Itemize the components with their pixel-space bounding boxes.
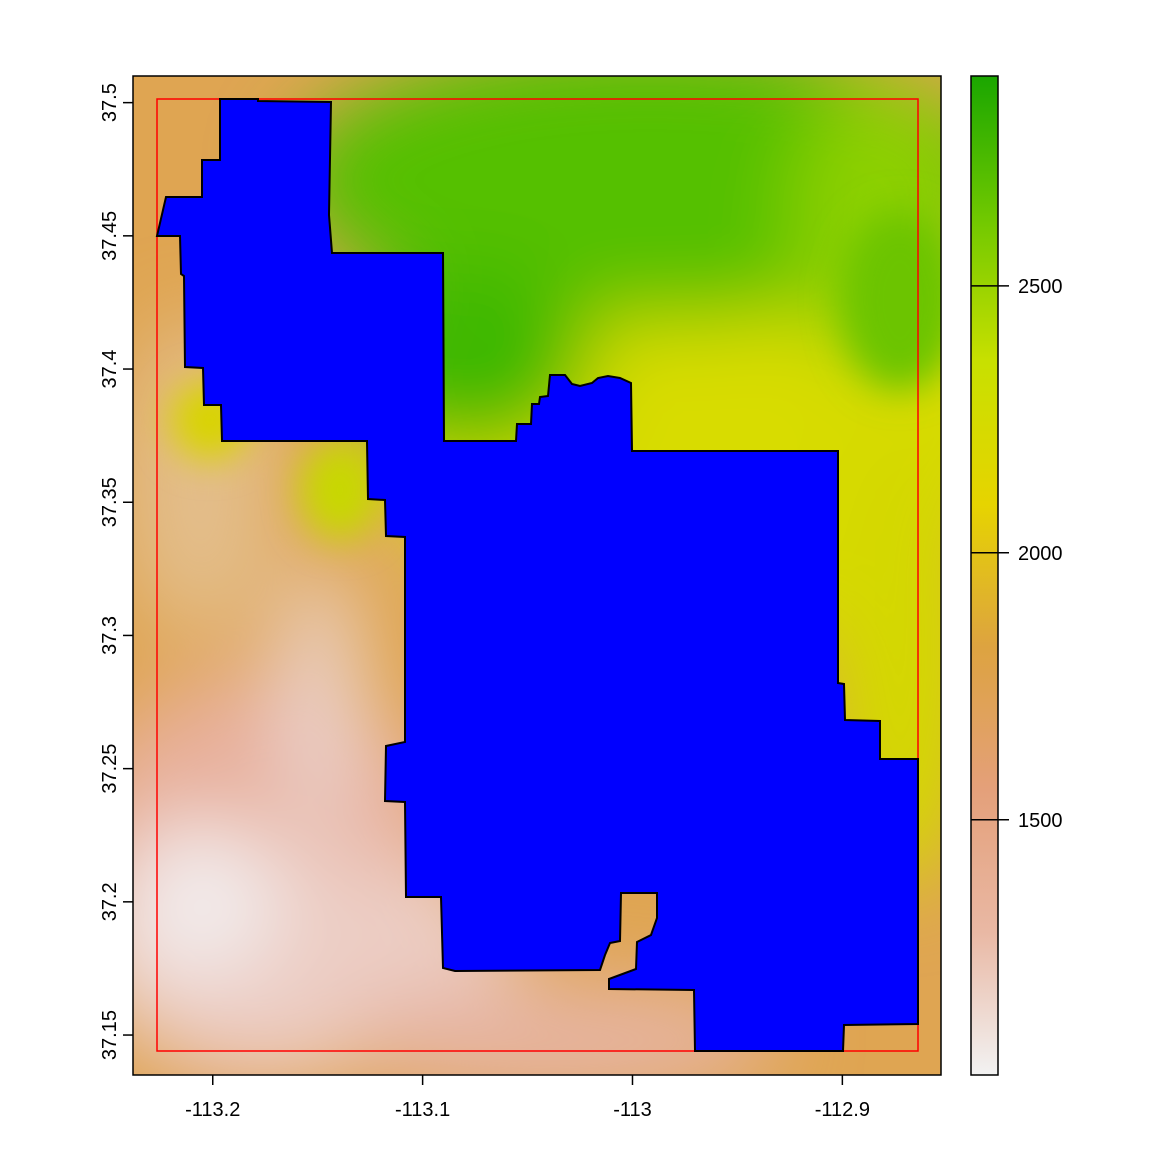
- x-tick-label: -113.1: [395, 1099, 450, 1121]
- y-tick-label: 37.45: [99, 211, 121, 261]
- x-tick-label: -113.2: [185, 1099, 240, 1121]
- x-tick-label: -113: [613, 1099, 652, 1121]
- y-tick-label: 37.4: [99, 350, 121, 389]
- colorbar-tick-label: 1500: [1018, 810, 1063, 832]
- colorbar-tick-label: 2000: [1018, 543, 1063, 565]
- park-boundary: [155, 98, 919, 1052]
- y-tick-label: 37.15: [99, 1010, 121, 1060]
- y-tick-label: 37.35: [99, 477, 121, 527]
- plot-frame: [132, 75, 942, 1076]
- colorbar: [970, 75, 999, 1076]
- y-tick-label: 37.2: [99, 882, 121, 921]
- x-tick-label: -112.9: [815, 1099, 870, 1121]
- colorbar-tick-label: 2500: [1018, 276, 1063, 298]
- y-tick-label: 37.5: [99, 83, 121, 122]
- extent-box: [156, 98, 919, 1052]
- y-tick-label: 37.3: [99, 616, 121, 655]
- y-tick-label: 37.25: [99, 744, 121, 794]
